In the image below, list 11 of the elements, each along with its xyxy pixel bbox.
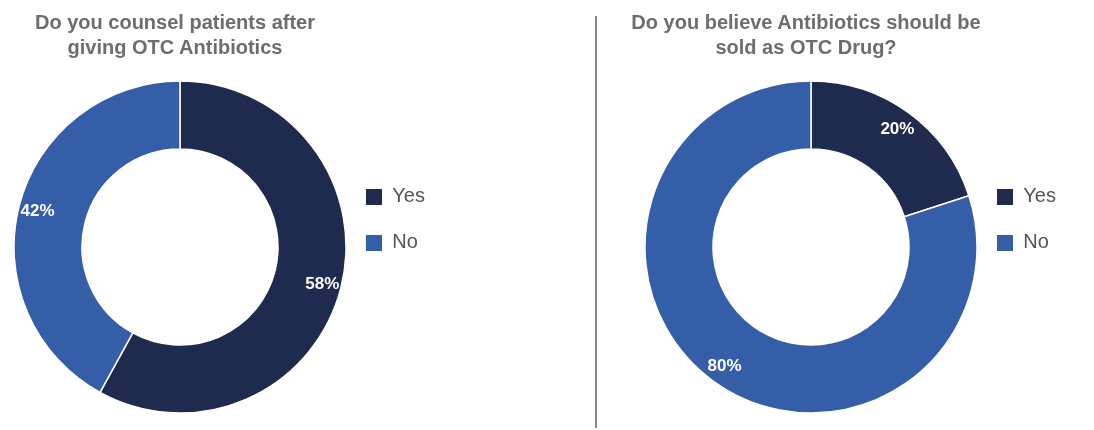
chart-title: Do you believe Antibiotics should be sold as OTC Drug? (630, 10, 982, 60)
legend-label: No (1023, 230, 1049, 252)
donut-slice (644, 80, 978, 414)
legend-label: Yes (1023, 184, 1056, 206)
data-label: 42% (20, 200, 55, 220)
data-label: 80% (707, 356, 742, 376)
chart-title: Do you counsel patients after giving OTC Antibiotics (33, 10, 317, 60)
data-label: 20% (880, 118, 915, 138)
data-label: 58% (305, 274, 340, 294)
legend-label: Yes (392, 184, 425, 206)
legend-label: No (392, 230, 418, 252)
